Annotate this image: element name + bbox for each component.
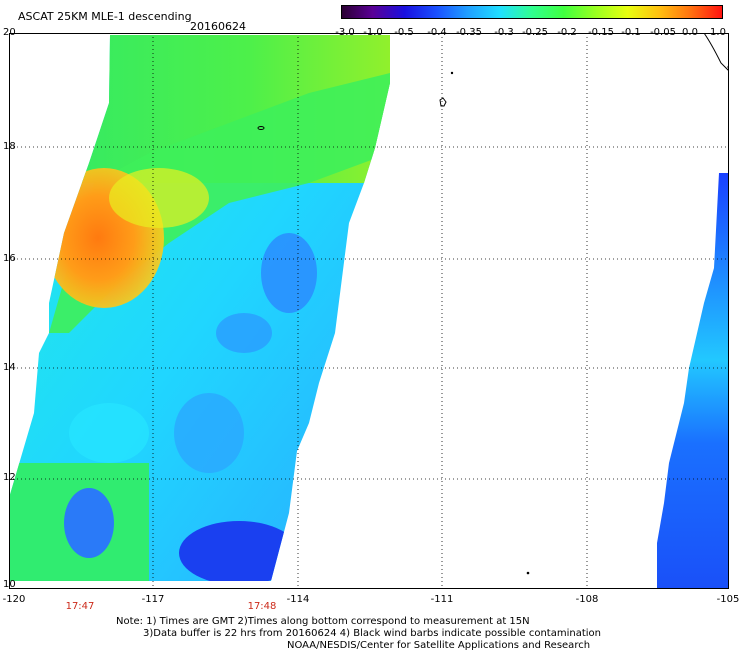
lon-label: -111 <box>430 594 454 605</box>
colorbar-label: -0.05 <box>650 27 676 38</box>
note-line: Note: 1) Times are GMT 2)Times along bot… <box>116 616 530 627</box>
colorbar-label: -0.15 <box>588 27 614 38</box>
swath-map <box>9 33 729 589</box>
coastline <box>703 33 729 72</box>
colorbar-label: -3.0 <box>335 27 355 38</box>
lat-label: 16 <box>3 253 16 264</box>
colorbar-label: -0.5 <box>394 27 414 38</box>
colorbar-label: -1.0 <box>363 27 383 38</box>
swath-right <box>657 173 729 589</box>
colorbar-label: 1.0 <box>710 27 726 38</box>
time-label: 17:47 <box>65 601 95 612</box>
colorbar-label: -0.3 <box>494 27 514 38</box>
island-marker <box>439 97 447 107</box>
lat-label: 10 <box>3 579 16 590</box>
colorbar <box>341 5 723 19</box>
colorbar-label: -0.35 <box>456 27 482 38</box>
colorbar-label: -0.1 <box>621 27 641 38</box>
lon-label: -108 <box>575 594 599 605</box>
swath-left <box>9 35 390 581</box>
lat-label: 12 <box>3 472 16 483</box>
note-line: NOAA/NESDIS/Center for Satellite Applica… <box>287 640 591 651</box>
time-label: 17:48 <box>247 601 277 612</box>
colorbar-label: 0.0 <box>682 27 698 38</box>
island-marker <box>450 71 454 75</box>
island-marker <box>526 571 530 575</box>
colorbar-frame <box>341 5 723 19</box>
lon-label: -114 <box>286 594 310 605</box>
gridlines <box>9 33 729 589</box>
chart-title: ASCAT 25KM MLE-1 descending <box>18 10 192 23</box>
island-marker <box>257 126 265 130</box>
lat-label: 18 <box>3 141 16 152</box>
lon-label: -120 <box>2 594 26 605</box>
lon-label: -105 <box>716 594 740 605</box>
chart-date: 20160624 <box>190 20 246 33</box>
map-frame <box>9 33 729 589</box>
lon-label: -117 <box>141 594 165 605</box>
lat-label: 20 <box>3 27 16 38</box>
colorbar-label: -0.2 <box>557 27 577 38</box>
colorbar-gradient <box>341 5 723 19</box>
colorbar-label: -0.25 <box>522 27 548 38</box>
lat-label: 14 <box>3 362 16 373</box>
note-line: 3)Data buffer is 22 hrs from 20160624 4)… <box>143 628 601 639</box>
colorbar-label: -0.4 <box>427 27 447 38</box>
